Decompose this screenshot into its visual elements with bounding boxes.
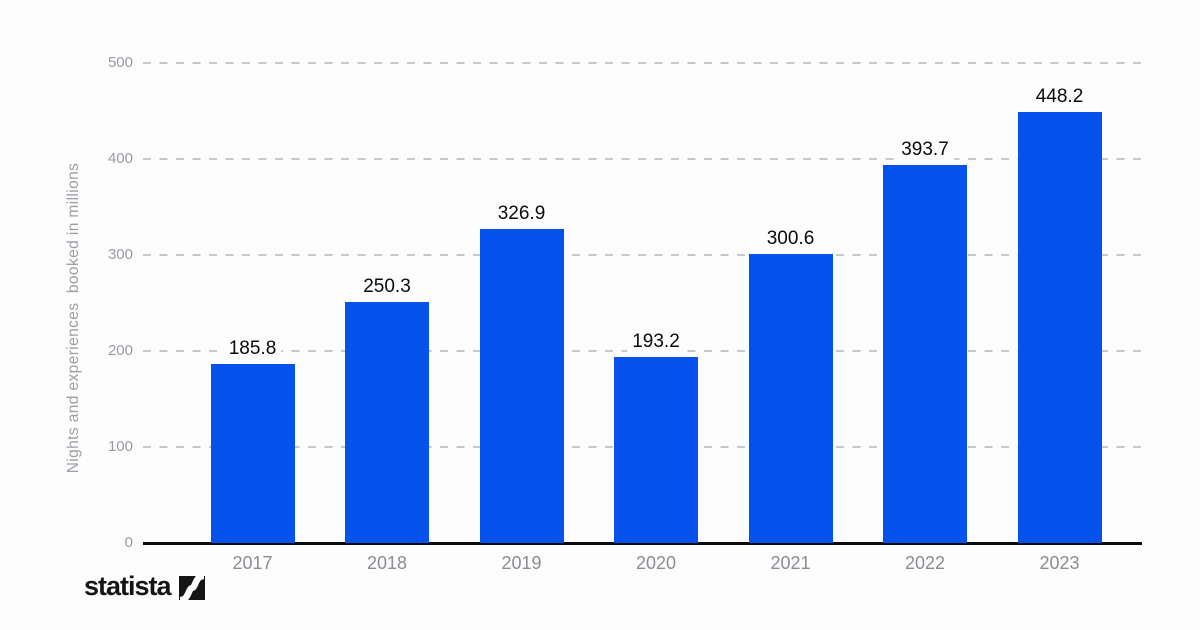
bar-2021 [748, 253, 833, 544]
value-label-2023: 448.2 [1030, 86, 1089, 109]
bar-2018 [345, 302, 429, 544]
gridline-400 [143, 157, 1142, 160]
gridline-300 [143, 253, 1142, 256]
statista-logo-icon [178, 575, 205, 600]
y-tick-label-100: 100 [107, 437, 133, 455]
y-tick-label-300: 300 [107, 245, 133, 263]
gridline-500 [143, 61, 1142, 64]
y-tick-label-0: 0 [124, 533, 133, 551]
y-tick-label-200: 200 [107, 341, 133, 359]
value-label-2021: 300.6 [761, 227, 820, 250]
value-label-2018: 250.3 [358, 276, 416, 299]
x-tick-label-2018: 2018 [366, 553, 408, 573]
x-tick-label-2021: 2021 [770, 553, 811, 573]
y-tick-label-500: 500 [107, 53, 133, 71]
bar-2022 [883, 164, 967, 544]
bar-2020 [614, 357, 698, 544]
y-tick-label-400: 400 [107, 149, 133, 167]
y-axis-title: Nights and experiences booked in million… [65, 162, 82, 474]
statista-branding: statista [84, 573, 205, 600]
bar-2019 [479, 228, 564, 544]
x-tick-label-2019: 2019 [501, 553, 542, 573]
statista-logo-text: statista [84, 571, 172, 601]
x-tick-label-2020: 2020 [635, 553, 677, 573]
bar-2023 [1017, 112, 1102, 544]
x-tick-label-2017: 2017 [232, 553, 273, 573]
value-label-2022: 393.7 [896, 138, 954, 161]
value-label-2017: 185.8 [223, 338, 282, 361]
bar-2017 [210, 364, 295, 544]
value-label-2019: 326.9 [492, 202, 551, 225]
value-label-2020: 193.2 [627, 331, 685, 354]
x-tick-label-2022: 2022 [904, 553, 946, 573]
x-tick-label-2023: 2023 [1039, 553, 1080, 573]
